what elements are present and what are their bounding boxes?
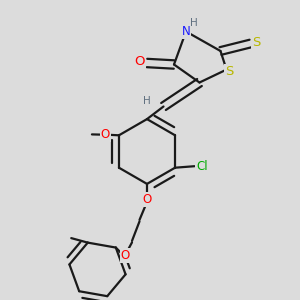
Text: S: S [225,64,234,78]
Text: O: O [121,249,130,262]
Text: O: O [142,193,152,206]
Text: O: O [101,128,110,141]
Text: N: N [182,25,190,38]
Text: S: S [252,36,260,50]
Text: O: O [134,55,145,68]
Text: H: H [190,17,197,28]
Text: Cl: Cl [196,160,208,173]
Text: H: H [143,96,151,106]
